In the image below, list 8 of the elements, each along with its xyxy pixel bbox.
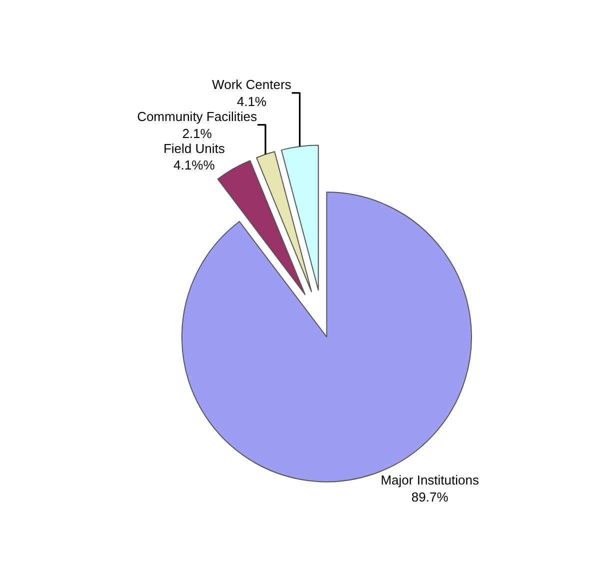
data-label: 89.7% xyxy=(411,490,449,505)
data-label: 4.1%% xyxy=(174,158,216,173)
slice-label: Major Institutions xyxy=(380,472,480,488)
data-label: 2.1% xyxy=(182,126,212,141)
data-label: 4.1% xyxy=(236,94,267,109)
slice-label: Work Centers xyxy=(212,76,292,92)
slice-label: Field Units xyxy=(163,140,226,156)
slice-label: Community Facilities xyxy=(137,108,258,124)
